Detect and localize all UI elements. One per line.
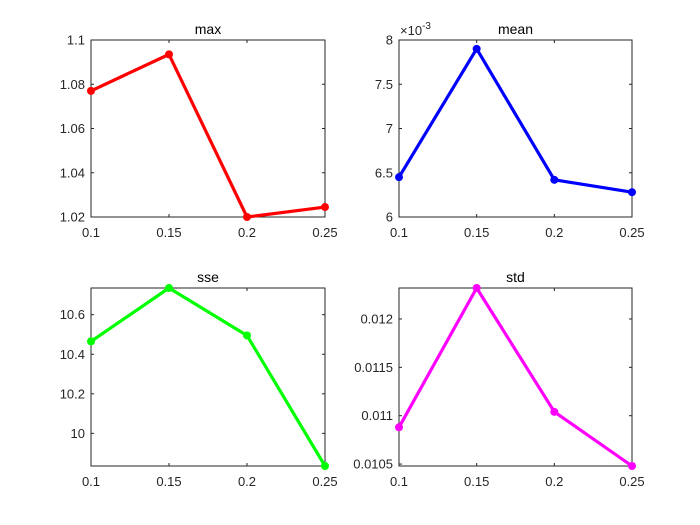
series-line-sse [89,286,327,468]
y-tick-label-mean: 7 [386,121,393,136]
y-tick-label-std: 0.0105 [353,457,393,472]
x-tick-label-std: 0.25 [619,474,644,489]
x-tick-label-max: 0.15 [156,225,181,240]
data-point-mean [472,44,481,53]
y-tick-label-mean: 7.5 [375,77,393,92]
data-point-mean [628,188,636,197]
data-point-sse [87,337,95,346]
chart-title-std: std [506,269,525,285]
x-tick-label-mean: 0.25 [619,225,644,240]
data-point-max [165,50,173,59]
y-tick-label-mean: 6 [386,210,393,225]
data-point-sse [321,462,329,470]
x-tick-label-mean: 0.1 [390,225,408,240]
x-tick-label-std: 0.15 [464,474,489,489]
y-tick-label-std: 0.012 [360,311,393,326]
y-tick-label-max: 1.02 [60,210,85,225]
data-point-max [321,203,329,212]
x-tick-label-std: 0.1 [390,474,408,489]
data-point-std [550,407,559,416]
y-exponent-label-mean: ×10-3 [400,21,431,38]
x-tick-label-sse: 0.2 [238,474,256,489]
axes-max: 0.1 0.15 0.2 0.25 1.02 1.04 1.06 1.08 1.1 max [60,21,338,240]
x-tick-label-std: 0.2 [545,474,563,489]
y-tick-label-max: 1.1 [67,33,85,48]
axes-sse: 0.1 0.15 0.2 0.25 10 10.2 10.4 10.6 sse [60,269,338,489]
chart-title-mean: mean [498,21,533,37]
data-point-max [243,213,251,221]
axes-mean: 0.1 0.15 0.2 0.25 6 6.5 7 7.5 8 ×10-3 mean [375,21,645,240]
y-tick-label-mean: 8 [386,33,393,48]
x-tick-label-max: 0.2 [238,225,256,240]
x-tick-label-sse: 0.25 [312,474,337,489]
y-tick-label-mean: 6.5 [375,165,393,180]
data-point-mean [395,173,403,182]
data-point-mean [550,175,559,184]
y-tick-label-max: 1.06 [60,121,85,136]
x-tick-label-mean: 0.2 [545,225,563,240]
y-tick-label-sse: 10.4 [60,347,85,362]
data-point-max [87,86,95,95]
axes-frame-sse [90,287,326,467]
data-point-sse [165,284,173,292]
y-tick-label-sse: 10 [71,426,85,441]
series-line-mean [397,47,634,194]
x-tick-label-mean: 0.15 [464,225,489,240]
y-tick-label-max: 1.08 [60,77,85,92]
x-tick-label-sse: 0.1 [82,474,100,489]
data-point-std [628,462,636,470]
data-point-std [472,284,481,292]
series-line-std [397,286,634,468]
y-tick-label-max: 1.04 [60,165,85,180]
x-tick-label-sse: 0.15 [156,474,181,489]
axes-std: 0.1 0.15 0.2 0.25 0.0105 0.011 0.0115 0.012 std [353,269,644,489]
y-tick-label-sse: 10.2 [60,386,85,401]
chart-title-max: max [195,21,221,37]
x-tick-label-max: 0.25 [312,225,337,240]
chart-title-sse: sse [197,269,219,285]
data-point-sse [243,331,251,340]
axes-frame-std [398,287,633,467]
y-tick-label-std: 0.0115 [354,360,393,375]
data-point-std [395,423,403,432]
y-tick-label-sse: 10.6 [60,307,85,322]
series-line-max [89,52,327,219]
x-tick-label-max: 0.1 [82,225,100,240]
y-tick-label-std: 0.011 [361,408,393,423]
